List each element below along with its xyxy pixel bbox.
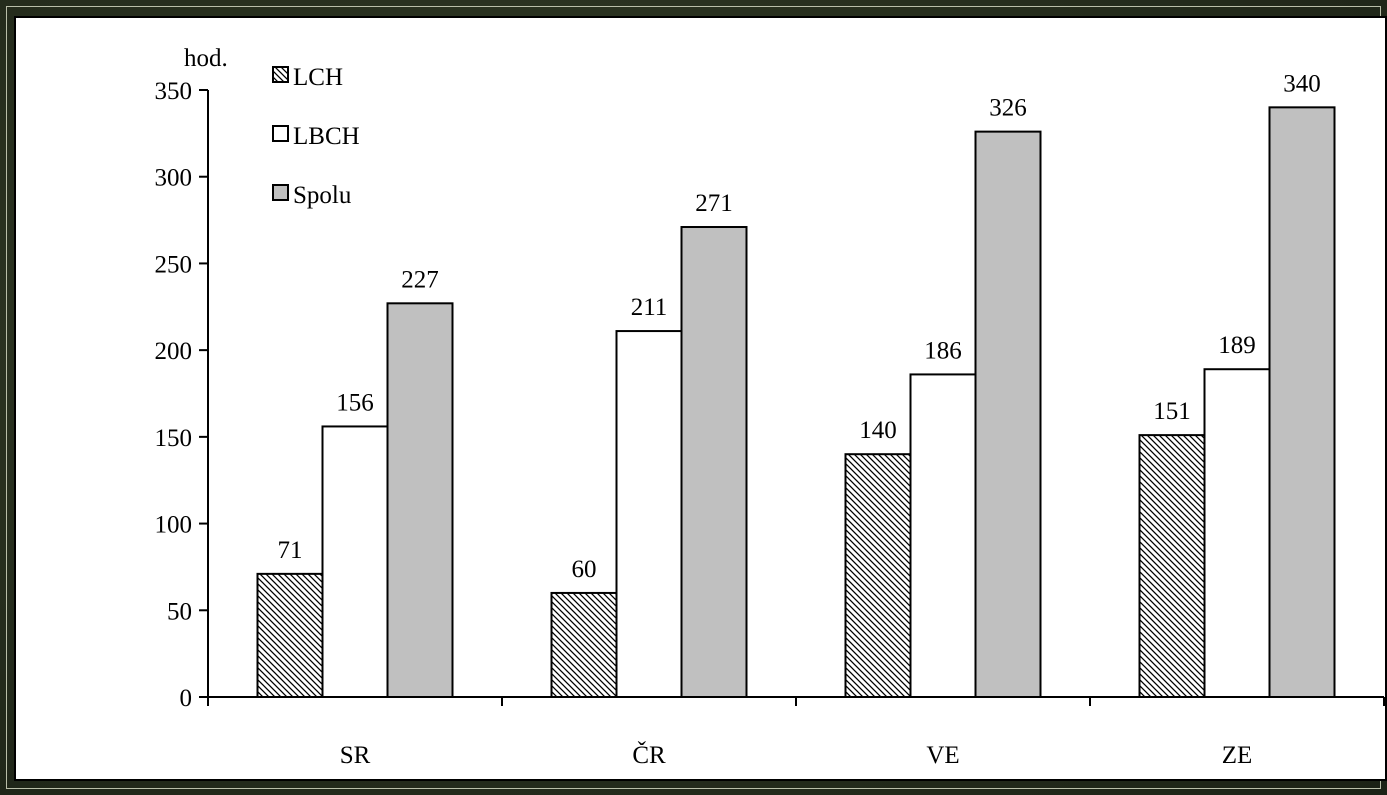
data-label: 186	[924, 337, 962, 364]
data-label: 151	[1153, 398, 1191, 425]
y-axis-unit-label: hod.	[184, 45, 228, 72]
bar-lch	[844, 453, 912, 699]
data-label: 211	[631, 294, 668, 321]
bar-chart: 0 50 100 150 200 250 300 350 SR ČR VE ZE 71 156 227 60…	[155, 45, 1385, 769]
bar-spolu	[974, 130, 1042, 698]
bar-lbch	[321, 425, 389, 698]
bar-lbch	[909, 373, 977, 698]
y-tick-label: 200	[155, 338, 193, 365]
y-tick-label: 350	[155, 78, 193, 105]
bar-spolu	[1268, 106, 1336, 699]
legend: LCH LBCH Spolu	[272, 64, 360, 209]
legend-label: Spolu	[293, 182, 352, 209]
chart-panel: 0 50 100 150 200 250 300 350 SR ČR VE ZE 71 156 227 60…	[14, 16, 1387, 781]
bar-lch	[256, 572, 324, 699]
data-label: 189	[1218, 332, 1256, 359]
data-label: 340	[1283, 70, 1321, 97]
x-tick-label: ČR	[632, 741, 666, 769]
legend-swatch	[272, 66, 289, 83]
bar-lch	[1138, 434, 1206, 698]
x-tick-label: VE	[926, 742, 959, 769]
legend-label: LBCH	[293, 123, 360, 150]
bar-spolu	[386, 302, 454, 698]
axes: 0 50 100 150 200 250 300 350 SR ČR VE ZE	[155, 78, 1385, 769]
bar-spolu	[680, 226, 748, 698]
bars	[256, 106, 1336, 699]
data-label: 326	[989, 95, 1027, 122]
legend-swatch	[272, 184, 289, 201]
x-tick-label: SR	[340, 742, 371, 769]
x-tick-label: ZE	[1222, 742, 1253, 769]
data-label: 271	[695, 190, 733, 217]
data-labels: 71 156 227 60 211 271 140 186 326 151 189 340	[278, 70, 1321, 583]
y-tick-label: 250	[155, 251, 193, 278]
y-tick-label: 0	[180, 685, 193, 712]
y-tick-label: 100	[155, 512, 193, 539]
bar-lbch	[615, 330, 683, 698]
y-tick-label: 300	[155, 165, 193, 192]
legend-swatch	[272, 125, 289, 142]
data-label: 140	[859, 417, 897, 444]
data-label: 227	[401, 266, 439, 293]
data-label: 60	[572, 556, 597, 583]
data-label: 71	[278, 537, 303, 564]
y-tick-label: 50	[167, 598, 192, 625]
data-label: 156	[336, 389, 374, 416]
y-tick-label: 150	[155, 425, 193, 452]
bar-lbch	[1203, 368, 1271, 698]
legend-label: LCH	[293, 64, 343, 91]
bar-lch	[550, 591, 618, 699]
